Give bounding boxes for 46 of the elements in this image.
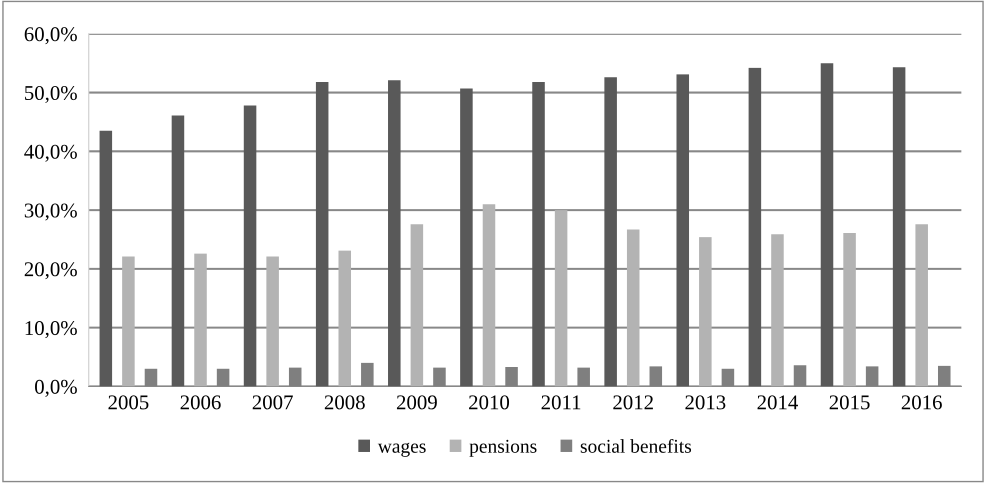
x-tick-label: 2012 — [613, 395, 653, 410]
bar — [244, 106, 256, 386]
bar — [460, 88, 473, 386]
x-tick-label: 2007 — [252, 395, 293, 410]
bar — [748, 68, 762, 386]
bar — [338, 250, 352, 386]
bar — [100, 130, 112, 386]
x-tick-label: 2016 — [902, 395, 942, 410]
legend-label: social benefits — [580, 438, 692, 453]
x-tick-label: 2008 — [324, 395, 365, 410]
x-tick-label: 2014 — [758, 395, 798, 410]
y-tick-label: 20,0% — [24, 262, 77, 280]
x-tick-label: 2011 — [542, 395, 580, 410]
bar — [676, 74, 690, 386]
bar — [194, 254, 207, 386]
bar — [820, 63, 834, 386]
x-tick-label: 2006 — [180, 395, 221, 410]
bar — [388, 80, 401, 386]
bar — [771, 234, 784, 386]
bar — [626, 229, 640, 386]
x-tick-label: 2009 — [396, 395, 437, 410]
y-tick-label: 10,0% — [26, 321, 77, 338]
bar — [843, 233, 856, 386]
y-tick-label: 0,0% — [35, 380, 77, 397]
bar — [316, 82, 328, 386]
x-tick-label: 2010 — [469, 395, 510, 410]
bar — [892, 67, 906, 386]
bar — [532, 82, 545, 386]
legend-label: wages — [378, 442, 426, 457]
bar — [699, 237, 712, 386]
x-tick-label: 2013 — [685, 395, 726, 410]
bar — [915, 224, 928, 386]
bar — [266, 256, 279, 386]
legend-label: pensions — [469, 440, 536, 457]
bar — [410, 224, 424, 386]
y-tick-label: 60,0% — [24, 27, 77, 44]
bar — [554, 210, 568, 386]
bar — [604, 77, 617, 386]
bar — [482, 204, 496, 386]
y-tick-label: 30,0% — [24, 203, 77, 221]
y-tick-label: 40,0% — [24, 144, 77, 162]
bar — [122, 256, 135, 386]
y-tick-label: 50,0% — [25, 86, 77, 104]
x-tick-label: 2015 — [830, 395, 870, 410]
x-tick-label: 2005 — [108, 395, 148, 410]
bar — [172, 115, 184, 386]
